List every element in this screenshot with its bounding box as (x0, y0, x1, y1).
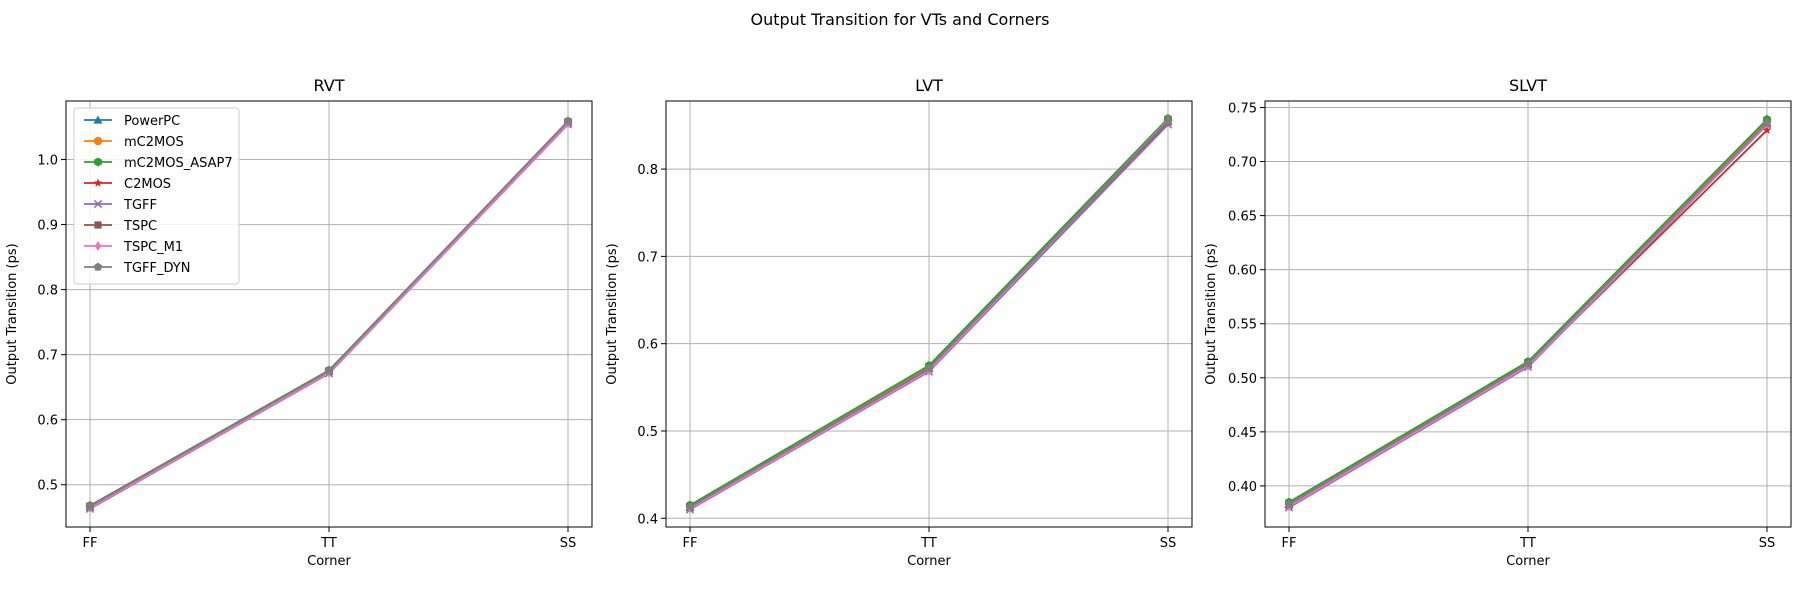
x-axis-label: Corner (307, 554, 351, 569)
data-point (324, 366, 334, 375)
legend-label: mC2MOS_ASAP7 (124, 156, 233, 171)
data-point (1523, 359, 1533, 368)
data-point (685, 502, 695, 511)
legend-marker (93, 262, 103, 271)
y-tick-label: 0.7 (637, 250, 658, 265)
y-axis-label: Output Transition (ps) (605, 243, 620, 384)
y-tick-label: 0.9 (37, 219, 58, 234)
x-tick-label: TT (920, 536, 937, 551)
data-point (85, 501, 95, 510)
figure-suptitle: Output Transition for VTs and Corners (750, 10, 1049, 29)
y-tick-label: 0.60 (1228, 264, 1257, 279)
x-tick-label: FF (1282, 536, 1297, 551)
y-tick-label: 0.5 (37, 479, 58, 494)
chart-legend: PowerPC mC2MOS mC2MOS_ASAP7 C2MOS TGFF TSPC TS… (73, 107, 240, 285)
y-axis-label: Output Transition (ps) (1204, 243, 1219, 384)
legend-item: C2MOS (84, 177, 171, 192)
legend-label: mC2MOS (124, 135, 184, 150)
legend-label: TGFF_DYN (123, 261, 190, 276)
y-tick-label: 0.8 (637, 163, 658, 178)
legend-item: mC2MOS_ASAP7 (84, 156, 233, 171)
legend-marker-stroke-b (93, 199, 103, 209)
data-point (1284, 499, 1294, 508)
chart-panel-slvt: 0.40 0.45 0.50 0.55 0.60 0.65 0.70 0.75 FF TT SS SL… (1204, 76, 1792, 569)
chart-panel-lvt: 0.4 0.5 0.6 0.7 0.8 FF TT SS LVT Corner Output Tra… (605, 76, 1193, 569)
legend-marker (94, 221, 102, 229)
data-point (1163, 116, 1173, 125)
legend-label: PowerPC (124, 114, 180, 129)
legend-item: TGFF_DYN (84, 261, 190, 276)
chart-panel-rvt: 0.5 0.6 0.7 0.8 0.9 1.0 FF TT SS RVT Corner Output … (5, 76, 593, 569)
y-tick-label: 0.7 (37, 349, 58, 364)
legend-marker (93, 199, 103, 209)
legend-item: TSPC_M1 (84, 240, 183, 255)
legend-item: PowerPC (84, 114, 180, 129)
data-point (924, 363, 934, 372)
legend-marker (93, 115, 103, 124)
x-tick-label: FF (83, 536, 98, 551)
panel-title: LVT (915, 76, 943, 95)
legend-item: TSPC (84, 219, 157, 234)
legend-marker (93, 178, 103, 187)
legend-label: TGFF (123, 198, 157, 213)
data-point (1762, 125, 1772, 134)
x-axis-label: Corner (1506, 554, 1550, 569)
data-point (563, 116, 573, 125)
y-tick-label: 0.55 (1228, 318, 1257, 333)
y-tick-label: 0.8 (37, 284, 58, 299)
y-tick-label: 0.70 (1228, 156, 1257, 171)
y-tick-label: 0.75 (1228, 101, 1257, 116)
y-tick-label: 0.40 (1228, 480, 1257, 495)
x-axis-label: Corner (907, 554, 951, 569)
series-tgff-dyn (685, 116, 1173, 511)
y-tick-label: 0.6 (37, 414, 58, 429)
y-tick-label: 0.45 (1228, 426, 1257, 441)
y-tick-label: 0.4 (637, 512, 658, 527)
series-tgff-dyn (1284, 118, 1772, 508)
y-axis-label: Output Transition (ps) (5, 243, 20, 384)
legend-marker (94, 241, 102, 251)
y-tick-label: 0.5 (637, 425, 658, 440)
legend-item: mC2MOS (84, 135, 184, 150)
y-tick-label: 0.65 (1228, 210, 1257, 225)
x-tick-label: SS (1759, 536, 1776, 551)
legend-label: TSPC (123, 219, 157, 234)
panel-title: SLVT (1509, 76, 1547, 95)
legend-marker (94, 157, 102, 167)
x-tick-label: SS (560, 536, 577, 551)
y-tick-label: 0.6 (637, 338, 658, 353)
legend-marker (93, 136, 103, 146)
x-tick-label: TT (1519, 536, 1536, 551)
y-tick-label: 0.50 (1228, 372, 1257, 387)
legend-item: TGFF (84, 198, 157, 213)
legend-label: C2MOS (124, 177, 171, 192)
y-tick-label: 1.0 (37, 154, 58, 169)
panel-title: RVT (314, 76, 345, 95)
x-tick-label: FF (683, 536, 698, 551)
legend-box (73, 107, 240, 285)
x-tick-label: SS (1160, 536, 1177, 551)
x-tick-label: TT (320, 536, 337, 551)
series-tgff-dyn (85, 116, 573, 510)
data-point (1762, 118, 1772, 127)
legend-label: TSPC_M1 (123, 240, 183, 255)
